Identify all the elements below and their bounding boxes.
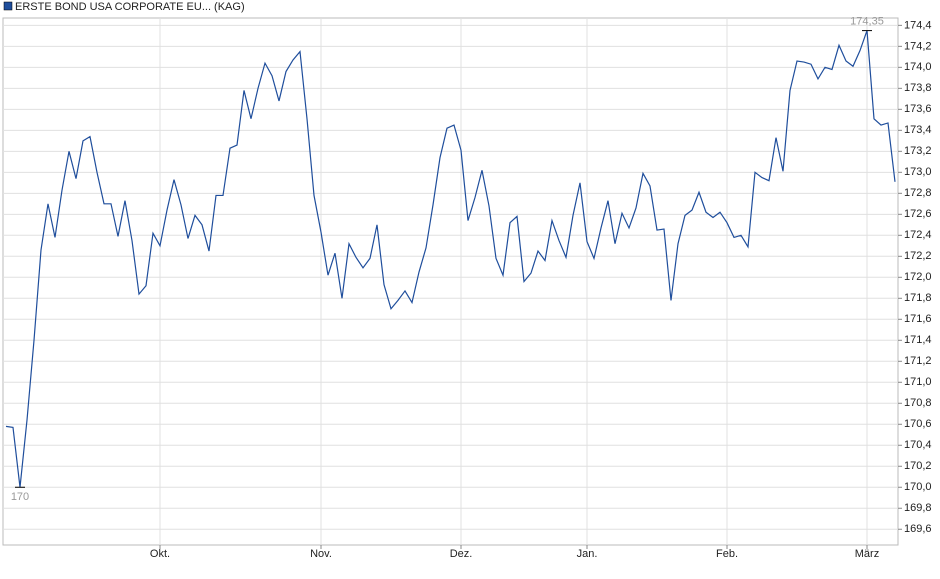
y-tick-label: 169,6 [904,523,932,535]
y-tick-label: 174,0 [904,61,932,73]
x-tick-label: Dez. [450,548,473,560]
y-tick-label: 172,6 [904,208,932,220]
x-tick-label: Jan. [577,548,598,560]
y-tick-label: 172,0 [904,271,932,283]
y-tick-label: 173,0 [904,166,932,178]
y-tick-label: 172,4 [904,229,932,241]
y-tick-label: 171,6 [904,313,932,325]
y-tick-label: 171,4 [904,334,932,346]
y-tick-label: 171,2 [904,355,932,367]
y-tick-label: 172,8 [904,187,932,199]
y-tick-label: 170,6 [904,418,932,430]
max-label: 174,35 [850,16,884,28]
x-tick-label: Okt. [150,548,170,560]
min-label: 170 [11,491,29,503]
y-tick-label: 169,8 [904,502,932,514]
y-tick-label: 173,6 [904,103,932,115]
x-tick-label: Nov. [310,548,332,560]
y-tick-label: 171,0 [904,376,932,388]
x-tick-label: Feb. [716,548,738,560]
series-line [5,30,896,488]
y-tick-label: 172,2 [904,250,932,262]
y-tick-label: 173,8 [904,82,932,94]
y-tick-label: 173,2 [904,145,932,157]
y-tick-label: 173,4 [904,124,932,136]
y-tick-label: 171,8 [904,292,932,304]
y-tick-label: 170,8 [904,397,932,409]
plot-area [2,17,899,546]
y-tick-label: 170,4 [904,439,932,451]
y-tick-label: 170,0 [904,481,932,493]
y-tick-label: 174,4 [904,19,932,31]
y-tick-label: 170,2 [904,460,932,472]
x-tick-label: März [855,548,879,560]
y-tick-label: 174,2 [904,40,932,52]
legend-label: ERSTE BOND USA CORPORATE EU... (KAG) [15,1,245,13]
legend-swatch [3,1,13,11]
